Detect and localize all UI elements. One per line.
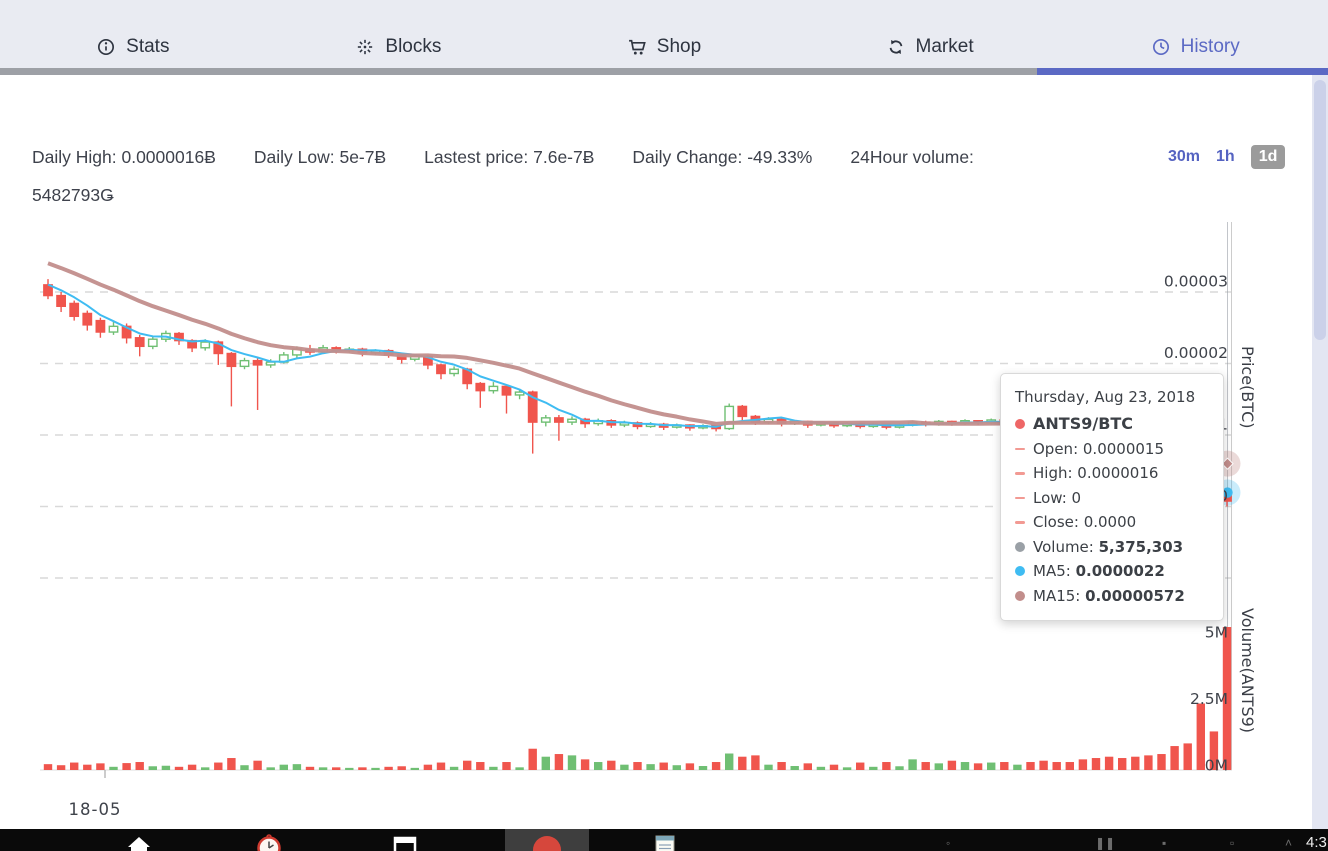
tab-history[interactable]: History (1062, 36, 1328, 68)
tooltip-row-text: Open: 0.0000015 (1033, 439, 1165, 458)
tab-shop[interactable]: Shop (531, 36, 797, 68)
tooltip-row: Open: 0.0000015 (1015, 437, 1209, 462)
clock-icon (1151, 37, 1171, 57)
tooltip-row: High: 0.0000016 (1015, 461, 1209, 486)
series-dash-marker (1015, 447, 1025, 450)
tab-label: Shop (656, 36, 702, 57)
tooltip-row: MA5: 0.0000022 (1015, 559, 1209, 584)
period-switcher: 30m 1h 1d (1168, 145, 1286, 169)
period-30m-button[interactable]: 30m (1168, 148, 1201, 165)
tooltip-row-text: MA5: 0.0000022 (1033, 562, 1165, 580)
tooltip-date: Thursday, Aug 23, 2018 (1015, 388, 1196, 406)
volume-axis-title: Volume(ANTS9) (1238, 608, 1257, 734)
cart-icon (627, 37, 647, 57)
series-dash-marker (1015, 496, 1025, 499)
tooltip-row-text: Low: 0 (1033, 488, 1082, 507)
chart-tooltip: Thursday, Aug 23, 2018 ANTS9/BTC Open: 0.… (1000, 373, 1224, 621)
tray-icon-5[interactable]: ˄ (1285, 836, 1293, 850)
tooltip-row-text: Close: 0.0000 (1033, 513, 1137, 531)
period-1h-button[interactable]: 1h (1216, 148, 1235, 165)
svg-text:0.00002: 0.00002 (1164, 344, 1228, 362)
tooltip-row: Volume: 5,375,303 (1015, 535, 1209, 560)
daily-high: Daily High: 0.0000016Ƀ (32, 147, 216, 167)
home-icon[interactable] (126, 835, 152, 851)
period-1d-button[interactable]: 1d (1250, 145, 1286, 169)
series-dash-marker (1015, 472, 1025, 475)
tab-label: History (1180, 36, 1240, 57)
nav-underline (0, 68, 1037, 75)
latest-price: Lastest price: 7.6e-7Ƀ (424, 147, 595, 167)
info-icon (96, 37, 116, 57)
tray-icon-1[interactable]: ◦ (946, 836, 951, 850)
svg-text:18-05: 18-05 (69, 800, 122, 819)
tray-icon-4[interactable]: ▫ (1230, 836, 1235, 850)
scrollbar-thumb[interactable] (1314, 80, 1326, 340)
svg-text:2.5M: 2.5M (1190, 690, 1228, 708)
top-nav: Stats Blocks Shop Market History (0, 0, 1328, 68)
market-stats-row: Daily High: 0.0000016Ƀ Daily Low: 5e-7Ƀ La… (32, 138, 1012, 214)
tab-market[interactable]: Market (797, 36, 1063, 68)
series-dash-marker (1015, 521, 1025, 524)
svg-text:5M: 5M (1205, 624, 1228, 642)
tooltip-row-text: ANTS9/BTC (1033, 414, 1134, 433)
tray-icon-3[interactable]: ▪ (1162, 836, 1167, 850)
series-dot-marker (1015, 419, 1025, 430)
tooltip-row: ANTS9/BTC (1015, 412, 1209, 437)
svg-text:0M: 0M (1205, 757, 1228, 775)
price-axis-title: Price(BTC) (1238, 346, 1257, 429)
active-app-tile[interactable] (505, 829, 589, 851)
daily-volume: 24Hour volume: 5482793Ǥ (32, 147, 974, 205)
tab-label: Stats (126, 36, 170, 57)
series-dot-marker (1015, 541, 1025, 552)
clock-app-icon[interactable] (256, 833, 282, 851)
tab-label: Market (915, 36, 974, 57)
daily-change: Daily Change: -49.33% (632, 147, 813, 167)
tooltip-row: Close: 0.0000 (1015, 510, 1209, 535)
tooltip-row-text: High: 0.0000016 (1033, 464, 1159, 482)
blocks-icon (355, 37, 375, 57)
daily-low: Daily Low: 5e-7Ƀ (253, 147, 387, 167)
tooltip-row-text: MA15: 0.00000572 (1033, 586, 1185, 605)
tooltip-row: MA15: 0.00000572 (1015, 584, 1209, 609)
svg-text:0.00003: 0.00003 (1164, 273, 1228, 291)
tab-label: Blocks (385, 36, 442, 57)
active-tab-underline (1037, 68, 1328, 75)
refresh-icon (886, 37, 906, 57)
record-icon (533, 836, 561, 851)
window-icon[interactable] (392, 835, 418, 851)
taskbar-clock[interactable]: 4:3 (1306, 834, 1327, 851)
notepad-icon[interactable] (652, 834, 678, 851)
series-dot-marker (1015, 590, 1025, 601)
taskbar: ◦ ❚❚ ▪ ▫ ˄ 4:3 (0, 829, 1328, 851)
page-scrollbar[interactable] (1312, 75, 1328, 829)
tray-icon-2[interactable]: ❚❚ (1095, 836, 1116, 850)
tooltip-row: Low: 0 (1015, 486, 1209, 511)
series-dot-marker (1015, 566, 1025, 577)
tab-stats[interactable]: Stats (0, 36, 266, 68)
tab-blocks[interactable]: Blocks (266, 36, 532, 68)
tooltip-row-text: Volume: 5,375,303 (1033, 537, 1184, 556)
